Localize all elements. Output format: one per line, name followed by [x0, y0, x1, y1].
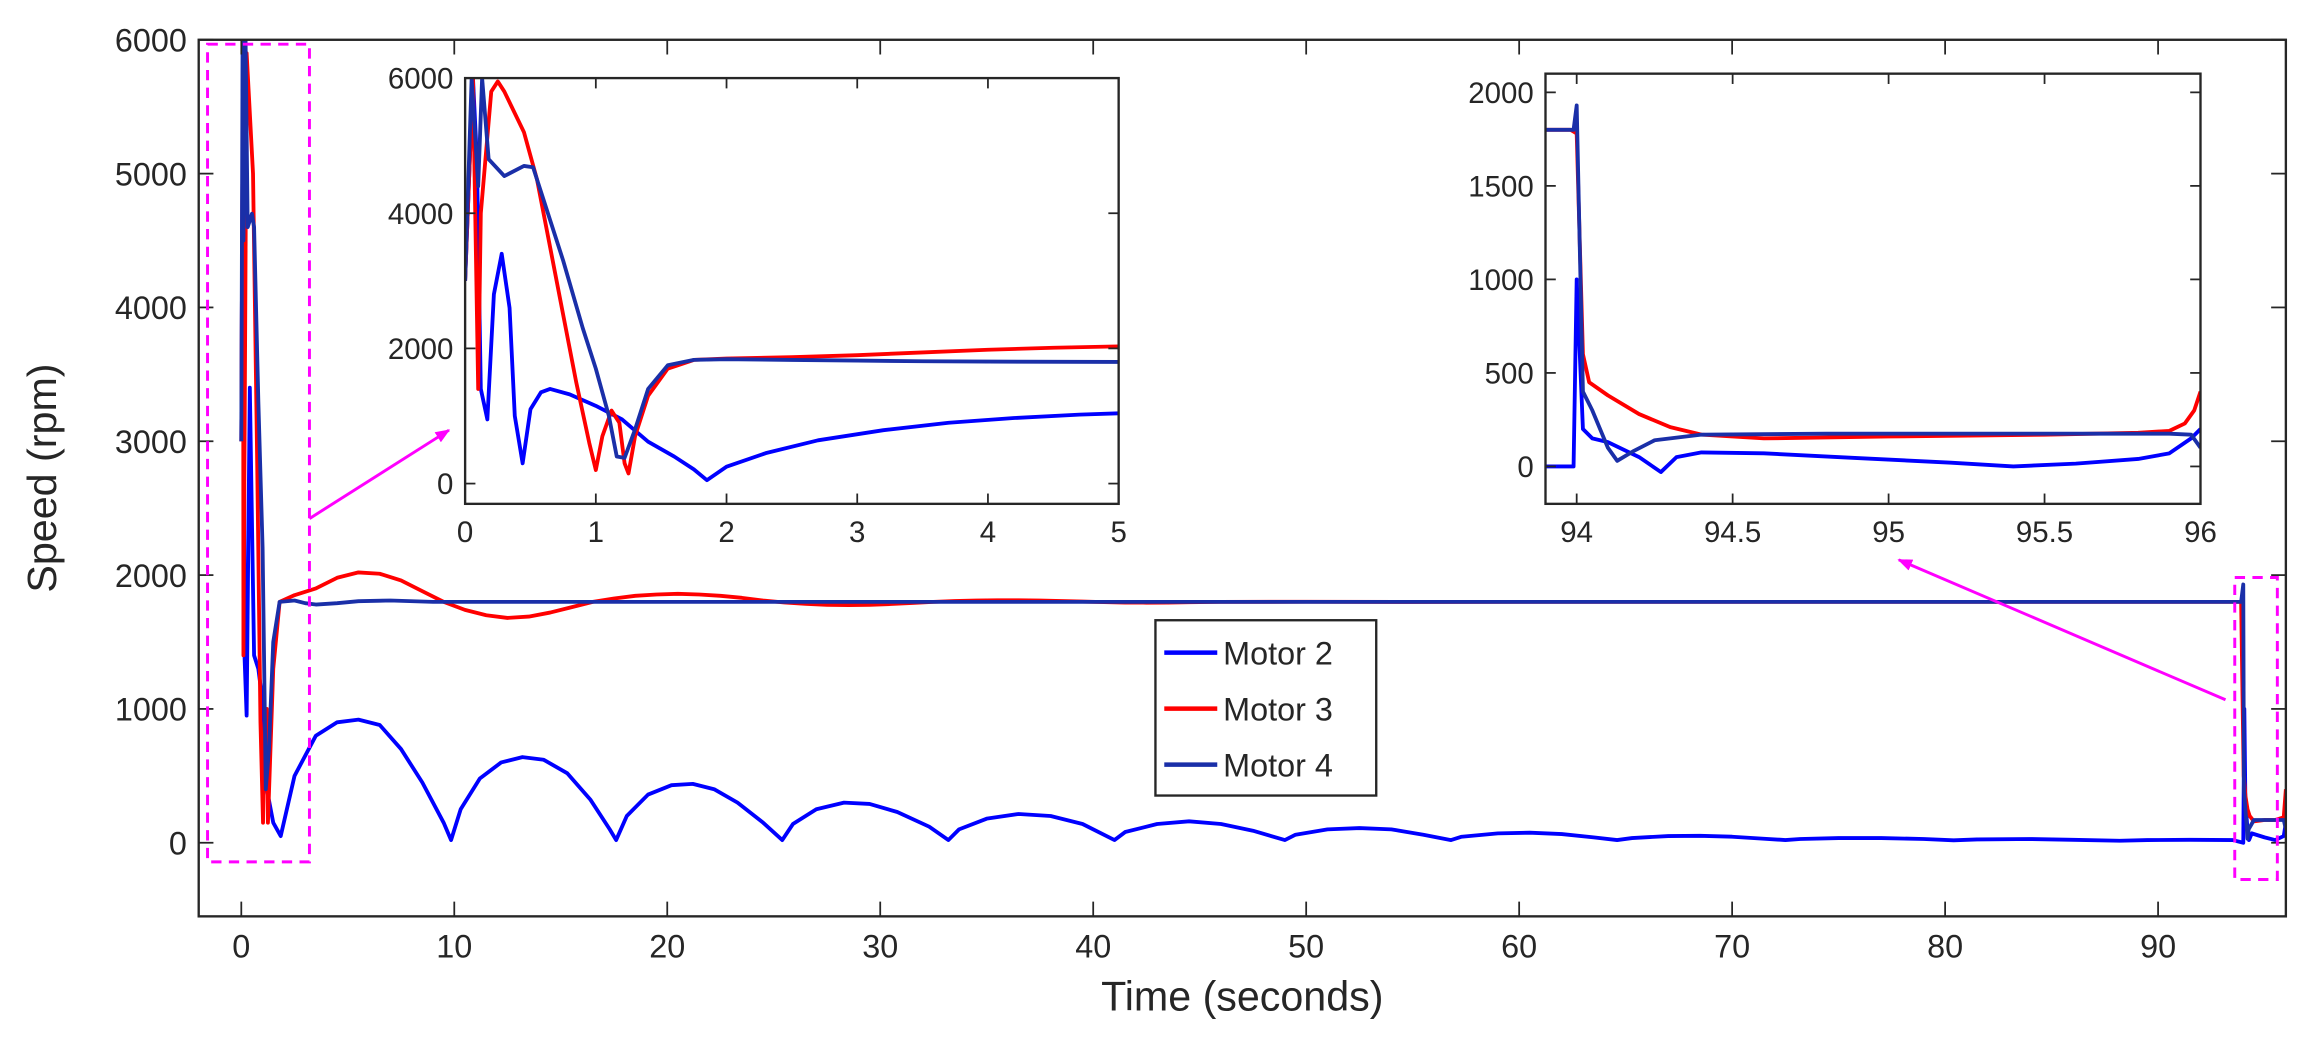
- inset-left-background: [465, 78, 1119, 504]
- inset-left-axes-frame: [463, 76, 1120, 506]
- main-y-tick-label: 0: [169, 825, 187, 861]
- zoom-arrow-right: [1897, 558, 2227, 702]
- inset-left-y-tick-label: 4000: [388, 198, 453, 231]
- main-y-tick-label: 3000: [115, 424, 187, 460]
- inset-right-series-line-motor-4: [1545, 103, 2201, 463]
- main-x-tick-label: 20: [649, 929, 685, 965]
- inset-left-x-tick-label: 1: [588, 516, 604, 549]
- legend: Motor 2 Motor 3 Motor 4: [1154, 619, 1378, 797]
- inset-right-series-line-motor-2: [1545, 277, 2201, 474]
- inset-right-series-group: [1545, 103, 2201, 474]
- main-x-tick-label: 60: [1501, 929, 1537, 965]
- inset-right-background: [1545, 73, 2201, 504]
- inset-left-y-tick-label: 2000: [388, 333, 453, 366]
- main-x-tick-label: 30: [862, 929, 898, 965]
- inset-right-y-tick-label: 1000: [1468, 264, 1533, 297]
- main-x-tick-label: 80: [1927, 929, 1963, 965]
- inset-left-x-tick-label: 5: [1110, 516, 1126, 549]
- inset-left-series-line-motor-3: [465, 78, 1119, 476]
- main-series-line-motor-4: [239, 39, 2286, 841]
- zoom-arrow-left: [308, 428, 451, 520]
- inset-left-series-line-motor-2: [465, 78, 1119, 483]
- main-y-tick-label: 4000: [115, 290, 187, 326]
- legend-label-motor-4: Motor 4: [1223, 747, 1333, 783]
- inset-left-y-tick-label: 6000: [388, 63, 453, 96]
- inset-right-x-tick-label: 94: [1560, 516, 1593, 549]
- inset-right-axes-frame: [1544, 72, 2202, 506]
- main-x-tick-label: 0: [232, 929, 250, 965]
- inset-right-x-tick-label: 94.5: [1704, 516, 1761, 549]
- main-y-axis-label: Speed (rpm): [19, 363, 65, 592]
- main-x-tick-label: 50: [1288, 929, 1324, 965]
- inset-left-x-tick-label: 3: [849, 516, 865, 549]
- inset-left-series-group: [465, 78, 1119, 483]
- main-x-axis-label: Time (seconds): [1101, 974, 1383, 1020]
- inset-right-y-tick-label: 500: [1485, 358, 1534, 391]
- inset-left-plot: 0 1 2 3 4 5 0 2000 4000 6000: [388, 63, 1127, 549]
- inset-left-series-line-motor-4: [465, 78, 1119, 460]
- inset-left-x-tick-label: 2: [718, 516, 734, 549]
- main-series-line-motor-2: [239, 39, 2286, 845]
- zoom-box-right: [2233, 576, 2279, 881]
- inset-left-x-tick-label: 0: [457, 516, 473, 549]
- main-x-tick-label: 10: [436, 929, 472, 965]
- zoom-highlights: [206, 42, 2279, 881]
- main-y-tick-label: 5000: [115, 156, 187, 192]
- main-x-tick-label: 90: [2140, 929, 2176, 965]
- main-x-tick-label: 40: [1075, 929, 1111, 965]
- main-y-tick-label: 1000: [115, 692, 187, 728]
- legend-label-motor-3: Motor 3: [1223, 691, 1333, 727]
- main-x-tick-label: 70: [1714, 929, 1750, 965]
- inset-right-y-tick-label: 1500: [1468, 170, 1533, 203]
- main-y-tick-label: 6000: [115, 22, 187, 58]
- main-series-group: [239, 39, 2286, 845]
- inset-right-plot: 94 94.5 95 95.5 96 0 500 1000 1500 2000: [1468, 72, 2217, 549]
- inset-left-x-tick-label: 4: [980, 516, 996, 549]
- inset-right-x-tick-label: 95: [1872, 516, 1905, 549]
- inset-right-x-tick-label: 96: [2184, 516, 2217, 549]
- inset-right-x-tick-label: 95.5: [2016, 516, 2073, 549]
- inset-left-y-tick-label: 0: [437, 468, 453, 501]
- main-axes-frame: [197, 38, 2288, 918]
- inset-right-y-tick-label: 2000: [1468, 77, 1533, 110]
- inset-right-y-tick-label: 0: [1517, 451, 1533, 484]
- legend-label-motor-2: Motor 2: [1223, 635, 1333, 671]
- main-y-tick-label: 2000: [115, 558, 187, 594]
